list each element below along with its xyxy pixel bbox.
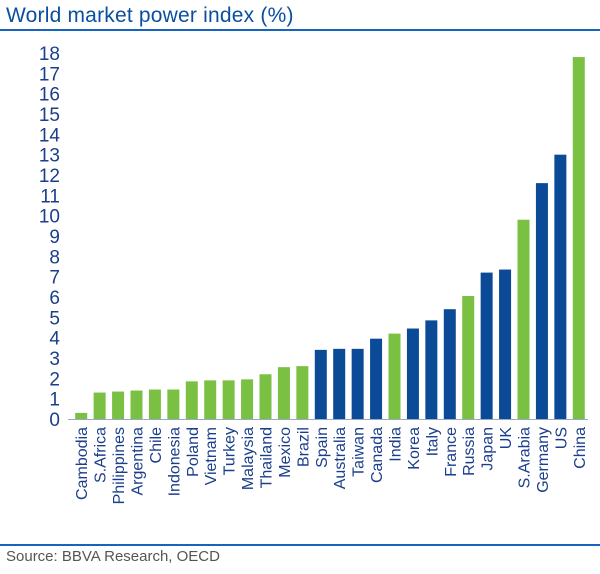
bar-italy bbox=[425, 320, 438, 419]
x-tick-label: Indonesia bbox=[166, 427, 183, 496]
x-tick-label: Australia bbox=[332, 427, 349, 489]
y-tick-label: 18 bbox=[39, 44, 60, 65]
bar-brazil bbox=[296, 366, 309, 419]
x-tick-label: Mexico bbox=[277, 427, 294, 478]
y-tick-label: 5 bbox=[49, 308, 60, 329]
bar-us bbox=[554, 154, 567, 420]
x-tick-label: US bbox=[553, 427, 570, 449]
y-tick-label: 0 bbox=[49, 410, 60, 431]
chart-title: World market power index (%) bbox=[6, 4, 294, 27]
x-tick-label: Japan bbox=[480, 427, 497, 471]
source-rule bbox=[0, 544, 600, 546]
y-tick-label: 9 bbox=[49, 227, 60, 248]
y-tick-label: 2 bbox=[49, 369, 60, 390]
x-tick-label: Brazil bbox=[295, 427, 312, 467]
bar-france bbox=[443, 309, 456, 419]
x-tick-label: Germany bbox=[535, 427, 552, 493]
y-tick-label: 7 bbox=[49, 268, 60, 289]
x-axis-labels: Cambodia S.Africa Philippines Argentina Chil… bbox=[74, 427, 589, 505]
x-tick-label: UK bbox=[498, 427, 515, 450]
x-tick-label: S.Africa bbox=[93, 427, 110, 483]
x-tick-label: Chile bbox=[148, 427, 165, 464]
bar-australia bbox=[333, 348, 346, 419]
bar-taiwan bbox=[351, 348, 364, 419]
x-tick-label: Canada bbox=[369, 427, 386, 483]
x-tick-label: Argentina bbox=[130, 427, 147, 496]
y-tick-label: 6 bbox=[49, 288, 60, 309]
bar-argentina bbox=[130, 390, 143, 419]
bar-turkey bbox=[222, 380, 235, 419]
x-tick-label: Italy bbox=[424, 427, 441, 456]
y-tick-label: 10 bbox=[39, 207, 60, 228]
bar-china bbox=[572, 57, 585, 419]
y-tick-label: 1 bbox=[49, 390, 60, 411]
y-tick-label: 17 bbox=[39, 64, 60, 85]
title-rule bbox=[0, 29, 600, 31]
y-tick-label: 13 bbox=[39, 146, 60, 167]
y-tick-label: 11 bbox=[40, 186, 60, 207]
bar-korea bbox=[406, 328, 419, 419]
bar-indonesia bbox=[167, 389, 180, 419]
y-tick-label: 4 bbox=[49, 329, 60, 350]
x-tick-label: Malaysia bbox=[240, 427, 257, 490]
x-tick-label: Spain bbox=[314, 427, 331, 468]
y-tick-label: 8 bbox=[49, 247, 60, 268]
y-tick-label: 16 bbox=[39, 85, 60, 106]
bar-philippines bbox=[112, 391, 125, 419]
bar-uk bbox=[499, 269, 512, 419]
bar-canada bbox=[370, 338, 383, 419]
x-tick-label: Vietnam bbox=[203, 427, 220, 485]
x-tick-label: Korea bbox=[406, 427, 423, 470]
bar-s-arabia bbox=[517, 219, 530, 419]
x-tick-label: Philippines bbox=[111, 427, 128, 504]
y-tick-label: 14 bbox=[39, 125, 61, 146]
x-tick-label: China bbox=[572, 427, 589, 469]
bar-poland bbox=[185, 381, 198, 419]
x-tick-label: Turkey bbox=[222, 427, 239, 475]
bar-japan bbox=[480, 272, 493, 419]
y-tick-label: 3 bbox=[49, 349, 60, 370]
bar-cambodia bbox=[75, 412, 88, 419]
source-note: Source: BBVA Research, OECD bbox=[6, 548, 220, 565]
bar-thailand bbox=[259, 374, 272, 419]
bar-spain bbox=[314, 349, 327, 419]
bar-chile bbox=[148, 389, 161, 419]
y-tick-label: 15 bbox=[39, 105, 60, 126]
y-tick-label: 12 bbox=[39, 166, 60, 187]
bars bbox=[75, 57, 585, 420]
x-tick-label: S.Arabia bbox=[517, 427, 534, 488]
x-tick-label: Cambodia bbox=[74, 427, 91, 500]
bar-mexico bbox=[277, 367, 290, 419]
x-tick-label: India bbox=[388, 427, 405, 462]
x-tick-label: Poland bbox=[185, 427, 202, 477]
bar-s-africa bbox=[93, 392, 106, 419]
bar-malaysia bbox=[241, 379, 254, 419]
bar-germany bbox=[535, 183, 548, 419]
bar-vietnam bbox=[204, 380, 217, 419]
x-tick-label: Thailand bbox=[259, 427, 276, 488]
x-tick-label: Taiwan bbox=[351, 427, 368, 477]
bar-russia bbox=[462, 295, 475, 419]
x-tick-label: France bbox=[443, 427, 460, 477]
x-tick-label: Russia bbox=[461, 427, 478, 476]
bar-india bbox=[388, 333, 401, 419]
